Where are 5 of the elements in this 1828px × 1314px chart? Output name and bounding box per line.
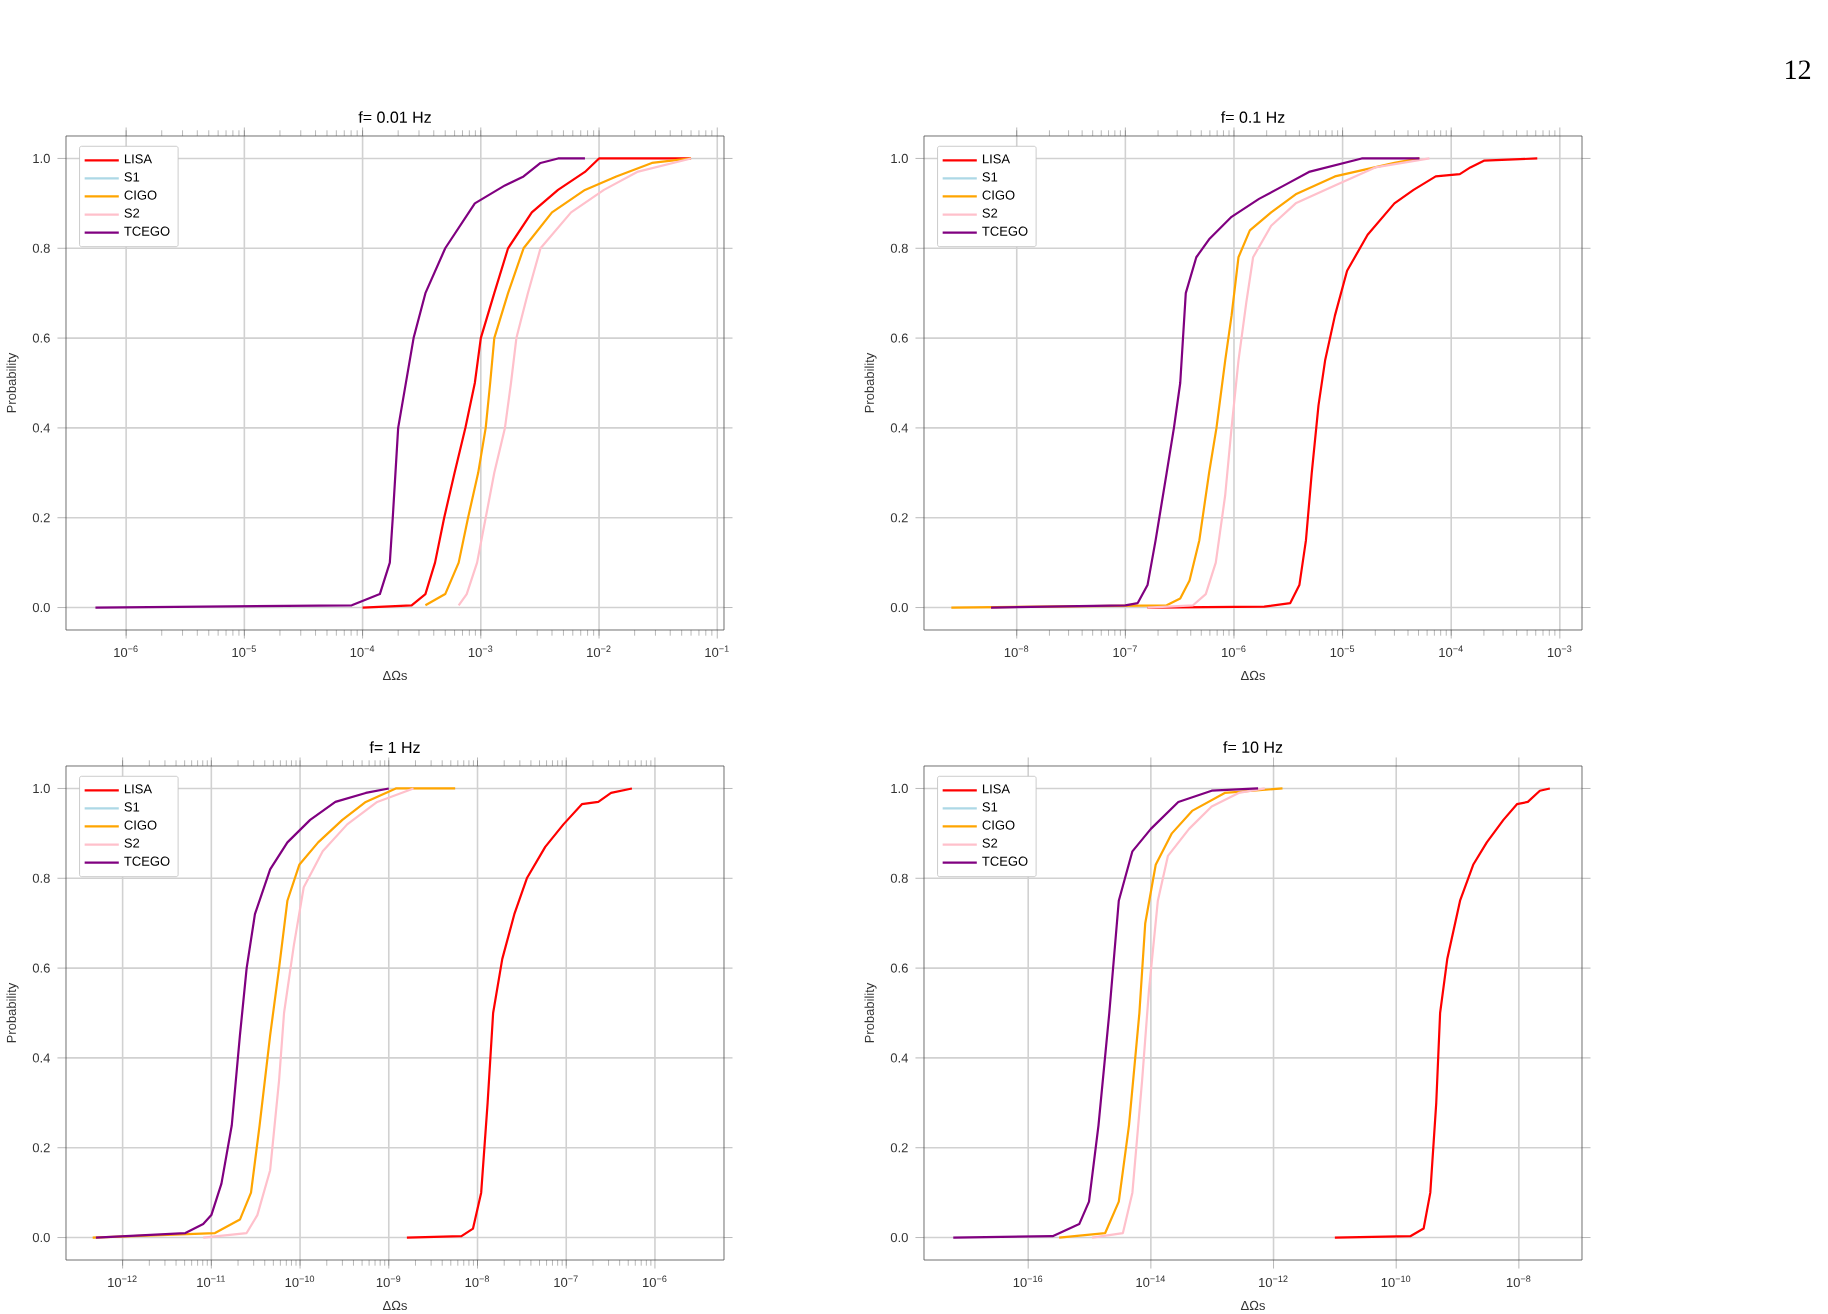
chart-title: f= 10 Hz [1223, 741, 1283, 753]
chart-title: f= 0.01 Hz [358, 111, 431, 123]
chart-title: f= 1 Hz [369, 741, 420, 753]
chart-title: f= 0.1 Hz [1220, 111, 1285, 123]
text: 12 [1786, 60, 1811, 79]
